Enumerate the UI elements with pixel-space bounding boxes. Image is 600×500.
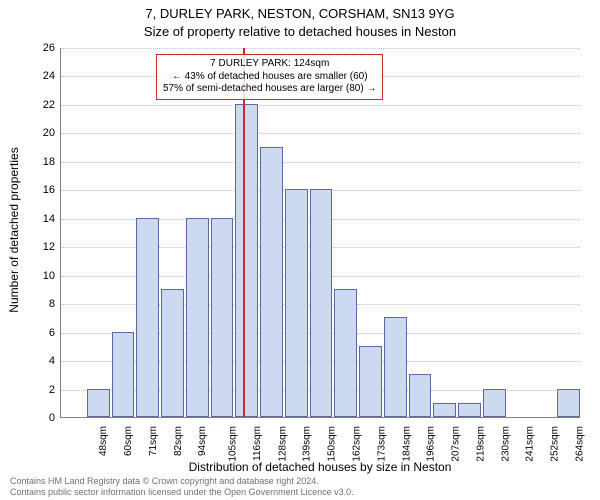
x-tick-label: 173sqm: [376, 426, 387, 462]
property-marker-line: [243, 48, 245, 417]
y-tick-label: 22: [25, 99, 55, 111]
y-tick-label: 24: [25, 70, 55, 82]
x-tick-label: 162sqm: [352, 426, 363, 462]
x-tick-label: 196sqm: [426, 426, 437, 462]
gridline: [61, 48, 580, 49]
x-tick-label: 60sqm: [123, 426, 134, 456]
y-tick-label: 20: [25, 127, 55, 139]
gridline: [61, 133, 580, 134]
x-tick-label: 116sqm: [252, 426, 263, 461]
x-tick-label: 207sqm: [451, 426, 462, 462]
chart-subtitle: Size of property relative to detached ho…: [0, 24, 600, 39]
x-tick-label: 105sqm: [228, 426, 239, 462]
x-tick-label: 48sqm: [98, 426, 109, 456]
y-tick-label: 2: [25, 384, 55, 396]
histogram-bar: [211, 218, 234, 417]
histogram-bar: [334, 289, 357, 417]
y-tick-label: 18: [25, 156, 55, 168]
x-tick-label: 184sqm: [401, 426, 412, 462]
annotation-box: 7 DURLEY PARK: 124sqm← 43% of detached h…: [156, 54, 383, 100]
x-tick-label: 128sqm: [277, 426, 288, 462]
y-axis-label: Number of detached properties: [7, 147, 21, 312]
y-tick-label: 4: [25, 355, 55, 367]
annot-line2: ← 43% of detached houses are smaller (60…: [163, 71, 376, 84]
gridline: [61, 105, 580, 106]
y-tick-label: 8: [25, 298, 55, 310]
histogram-bar: [235, 104, 258, 417]
histogram-bar: [359, 346, 382, 417]
histogram-bar: [285, 189, 308, 417]
y-tick-label: 14: [25, 213, 55, 225]
x-tick-label: 94sqm: [197, 426, 208, 456]
histogram-bar: [483, 389, 506, 417]
footer-attribution: Contains HM Land Registry data © Crown c…: [10, 476, 354, 498]
y-tick-label: 26: [25, 42, 55, 54]
histogram-bar: [384, 317, 407, 417]
histogram-bar: [186, 218, 209, 417]
annot-line1: 7 DURLEY PARK: 124sqm: [163, 58, 376, 71]
x-tick-label: 82sqm: [173, 426, 184, 456]
x-tick-label: 219sqm: [475, 426, 486, 462]
x-tick-label: 71sqm: [148, 426, 159, 456]
footer-line1: Contains HM Land Registry data © Crown c…: [10, 476, 354, 487]
x-tick-label: 264sqm: [574, 426, 585, 462]
x-tick-label: 241sqm: [525, 426, 536, 462]
histogram-bar: [260, 147, 283, 417]
y-tick-label: 16: [25, 184, 55, 196]
x-axis-label: Distribution of detached houses by size …: [60, 460, 580, 474]
histogram-bar: [87, 389, 110, 417]
annot-line3: 57% of semi-detached houses are larger (…: [163, 83, 376, 96]
x-tick-label: 230sqm: [500, 426, 511, 462]
y-tick-label: 10: [25, 270, 55, 282]
histogram-bar: [433, 403, 456, 417]
y-tick-label: 0: [25, 412, 55, 424]
histogram-bar: [136, 218, 159, 417]
plot-area: 7 DURLEY PARK: 124sqm← 43% of detached h…: [60, 48, 580, 418]
gridline: [61, 162, 580, 163]
x-tick-label: 139sqm: [302, 426, 313, 462]
chart-container: 7, DURLEY PARK, NESTON, CORSHAM, SN13 9Y…: [0, 0, 600, 500]
footer-line2: Contains public sector information licen…: [10, 487, 354, 498]
x-tick-label: 150sqm: [327, 426, 338, 462]
x-tick-label: 252sqm: [550, 426, 561, 462]
histogram-bar: [161, 289, 184, 417]
histogram-bar: [112, 332, 135, 417]
y-tick-label: 6: [25, 327, 55, 339]
histogram-bar: [458, 403, 481, 417]
y-tick-label: 12: [25, 241, 55, 253]
histogram-bar: [409, 374, 432, 417]
chart-title-address: 7, DURLEY PARK, NESTON, CORSHAM, SN13 9Y…: [0, 6, 600, 21]
histogram-bar: [557, 389, 580, 417]
histogram-bar: [310, 189, 333, 417]
